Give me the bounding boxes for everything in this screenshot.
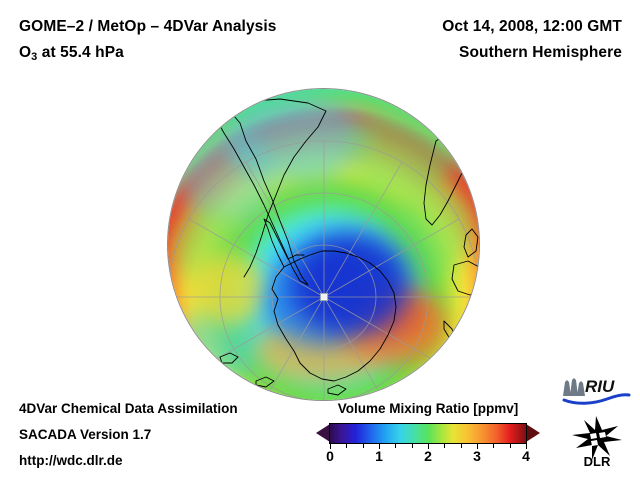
colorbar-minor-tick bbox=[395, 443, 397, 448]
colorbar-minor-tick bbox=[444, 443, 446, 448]
colorbar-gradient bbox=[330, 424, 526, 443]
riu-logo: RIU bbox=[562, 377, 631, 405]
species-label: O bbox=[19, 44, 32, 61]
species-subscript: 3 bbox=[31, 51, 38, 63]
riu-logo-text: RIU bbox=[585, 377, 615, 396]
colorbar-minor-tick bbox=[493, 443, 495, 448]
dlr-logo: DLR bbox=[572, 416, 622, 468]
coastlines bbox=[215, 98, 479, 396]
instrument-title: GOME–2 / MetOp – 4DVar Analysis bbox=[19, 18, 277, 35]
graticule bbox=[168, 140, 479, 400]
colorbar-major-tick bbox=[477, 443, 479, 449]
assimilation-label: 4DVar Chemical Data Assimilation bbox=[19, 401, 238, 416]
region-label: Southern Hemisphere bbox=[459, 44, 622, 61]
field-patch-green-east bbox=[391, 182, 473, 276]
colorbar-minor-tick bbox=[362, 443, 364, 448]
colorbar-minor-tick bbox=[460, 443, 462, 448]
colorbar-minor-tick bbox=[346, 443, 348, 448]
colorbar-minor-tick bbox=[509, 443, 511, 448]
colorbar-tick-label: 0 bbox=[326, 448, 334, 464]
version-label: SACADA Version 1.7 bbox=[19, 427, 152, 442]
colorbar-major-tick bbox=[428, 443, 430, 449]
dlr-logo-text: DLR bbox=[584, 454, 611, 468]
colorbar-major-tick bbox=[526, 443, 528, 449]
colorbar-ticks bbox=[330, 443, 528, 449]
datetime-label: Oct 14, 2008, 12:00 GMT bbox=[442, 18, 622, 35]
colorbar-title: Volume Mixing Ratio [ppmv] bbox=[337, 401, 519, 416]
colorbar-major-tick bbox=[379, 443, 381, 449]
ozone-field bbox=[168, 89, 479, 400]
colorbar bbox=[316, 424, 540, 449]
south-pole-marker bbox=[321, 293, 328, 300]
colorbar-minor-tick bbox=[411, 443, 413, 448]
colorbar-tick-label: 2 bbox=[424, 448, 432, 464]
species-level-title: O3 at 55.4 hPa bbox=[19, 44, 124, 63]
website-link[interactable]: http://wdc.dlr.de bbox=[19, 453, 123, 468]
colorbar-major-tick bbox=[330, 443, 332, 449]
colorbar-tick-label: 4 bbox=[522, 448, 530, 464]
colorbar-tick-label: 3 bbox=[473, 448, 481, 464]
colorbar-tick-labels: 0 1 2 3 4 bbox=[316, 448, 540, 468]
polar-map bbox=[168, 89, 479, 400]
colorbar-under-arrow bbox=[316, 424, 330, 442]
field-patch-yellow-southwest bbox=[186, 253, 268, 326]
colorbar-tick-label: 1 bbox=[375, 448, 383, 464]
field-patch-green-northeast bbox=[348, 101, 461, 195]
species-level: at 55.4 hPa bbox=[37, 44, 124, 61]
colorbar-over-arrow bbox=[526, 424, 540, 442]
